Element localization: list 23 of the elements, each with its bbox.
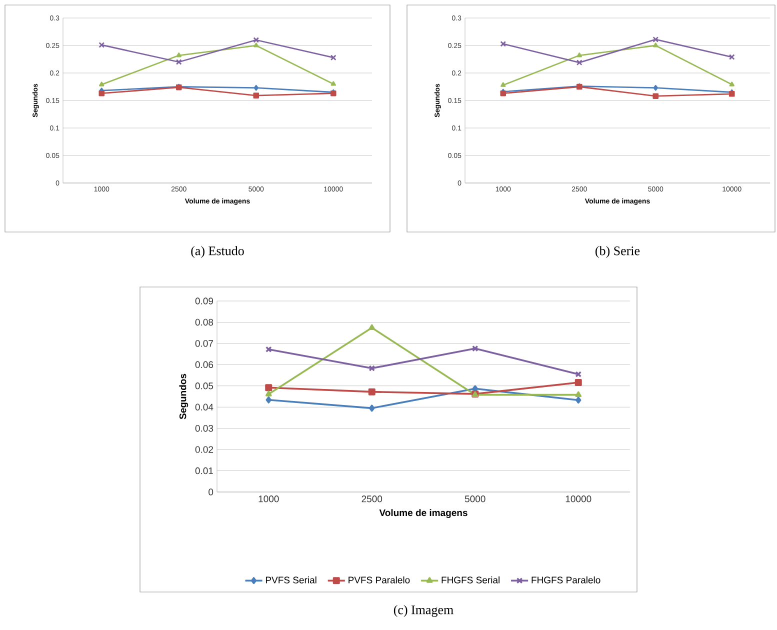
y-tick-label: 0.05: [195, 382, 214, 390]
y-tick-label: 0.04: [195, 404, 214, 410]
y-tick-label: 0: [208, 488, 214, 496]
x-tick-label: 10000: [566, 496, 592, 502]
x-tick-label: 2500: [362, 496, 382, 502]
y-tick-label: 0.07: [195, 340, 213, 347]
y-tick-label: 0.06: [195, 361, 214, 368]
y-tick-label: 0.03: [195, 424, 214, 432]
y-tick-label: 0.01: [195, 467, 213, 474]
x-axis-title: Volume de imagens: [379, 509, 468, 518]
legend-label: FHGFS Serial: [442, 576, 500, 584]
legend-label: FHGFS Paralelo: [532, 576, 600, 584]
legend-label: PVFS Serial: [266, 576, 316, 584]
x-tick-label: 1000: [258, 496, 279, 502]
y-tick-label: 0.02: [195, 446, 213, 453]
text: (b) Serie: [596, 246, 640, 258]
legend-label: PVFS Paralelo: [348, 576, 410, 584]
y-tick-label: 0.08: [195, 318, 214, 326]
text: (c) Imagem: [394, 605, 454, 617]
x-tick-label: 5000: [464, 496, 486, 502]
y-tick-label: 0.09: [195, 298, 214, 304]
text: (a) Estudo: [191, 246, 244, 258]
y-axis-title: Segundos: [179, 374, 188, 420]
